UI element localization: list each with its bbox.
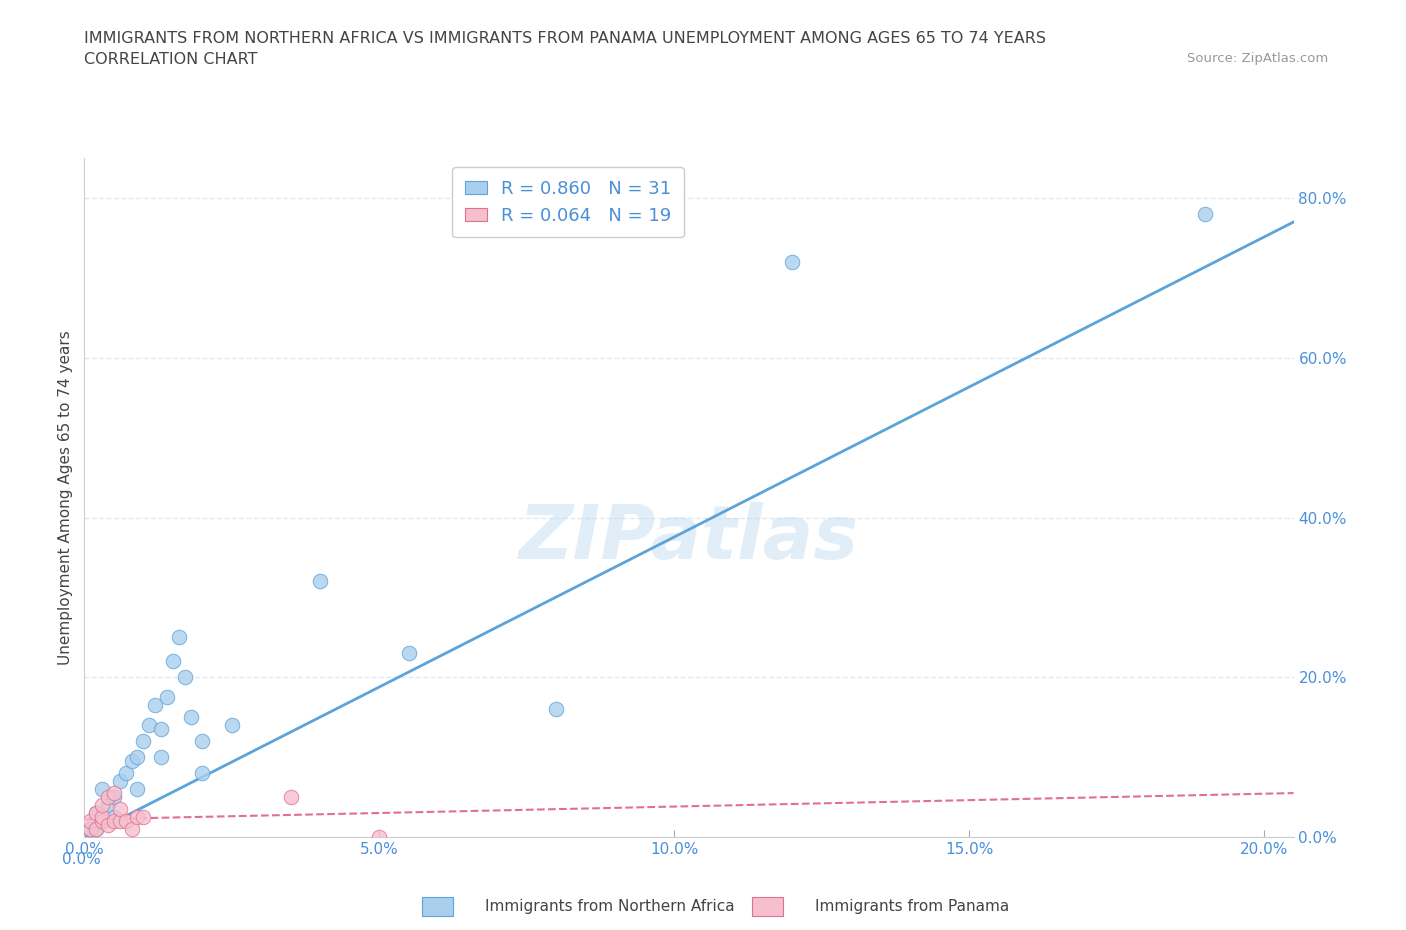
Point — [114, 765, 136, 780]
Point — [156, 690, 179, 705]
Text: 0.0%: 0.0% — [62, 852, 101, 867]
Point — [143, 698, 166, 712]
Point — [546, 702, 568, 717]
Point — [127, 781, 149, 796]
Point — [132, 810, 155, 825]
Point — [108, 814, 131, 829]
Point — [79, 821, 101, 836]
Point — [121, 753, 143, 768]
Point — [191, 734, 214, 749]
Point — [84, 821, 107, 836]
Point — [191, 765, 214, 780]
Point — [138, 718, 160, 733]
Point — [84, 805, 107, 820]
Point — [103, 814, 125, 829]
Point — [91, 781, 114, 796]
Point — [91, 810, 114, 825]
Point — [127, 810, 149, 825]
Point — [132, 734, 155, 749]
Point — [150, 750, 173, 764]
Point — [97, 798, 120, 813]
Text: Immigrants from Northern Africa: Immigrants from Northern Africa — [485, 899, 735, 914]
Text: Immigrants from Panama: Immigrants from Panama — [815, 899, 1010, 914]
Point — [150, 722, 173, 737]
Point — [398, 645, 420, 660]
Point — [167, 630, 190, 644]
Point — [309, 574, 332, 589]
Point — [91, 814, 114, 829]
Point — [97, 817, 120, 832]
Point — [121, 821, 143, 836]
Point — [162, 654, 184, 669]
Text: Source: ZipAtlas.com: Source: ZipAtlas.com — [1188, 52, 1329, 65]
Text: CORRELATION CHART: CORRELATION CHART — [84, 52, 257, 67]
Point — [103, 790, 125, 804]
Y-axis label: Unemployment Among Ages 65 to 74 years: Unemployment Among Ages 65 to 74 years — [58, 330, 73, 665]
Point — [79, 814, 101, 829]
Point — [108, 774, 131, 789]
Text: ZIPatlas: ZIPatlas — [519, 502, 859, 575]
Point — [280, 790, 302, 804]
Point — [1194, 206, 1216, 221]
Point — [173, 670, 195, 684]
Text: IMMIGRANTS FROM NORTHERN AFRICA VS IMMIGRANTS FROM PANAMA UNEMPLOYMENT AMONG AGE: IMMIGRANTS FROM NORTHERN AFRICA VS IMMIG… — [84, 31, 1046, 46]
Point — [108, 802, 131, 817]
Point — [91, 814, 114, 829]
Point — [103, 786, 125, 801]
Point — [114, 814, 136, 829]
Point — [180, 710, 202, 724]
Point — [368, 830, 391, 844]
Point — [79, 821, 101, 836]
Point — [91, 798, 114, 813]
Point — [221, 718, 243, 733]
Point — [84, 821, 107, 836]
Point — [780, 255, 803, 270]
Point — [127, 750, 149, 764]
Point — [84, 805, 107, 820]
Point — [97, 790, 120, 804]
Point — [103, 810, 125, 825]
Legend: R = 0.860   N = 31, R = 0.064   N = 19: R = 0.860 N = 31, R = 0.064 N = 19 — [453, 167, 683, 237]
